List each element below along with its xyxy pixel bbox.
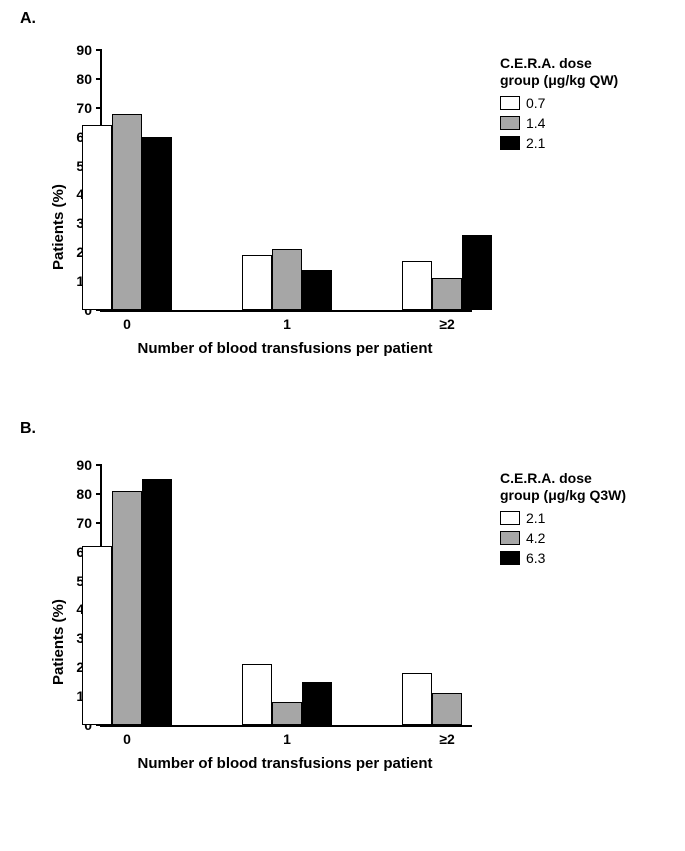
y-tick: [96, 78, 102, 80]
bar: [242, 664, 272, 725]
legend-swatch: [500, 116, 520, 130]
bar: [272, 702, 302, 725]
chart-a-xlabel: Number of blood transfusions per patient: [100, 340, 470, 357]
legend-swatch: [500, 531, 520, 545]
chart-a-legend-title: C.E.R.A. dosegroup (μg/kg QW): [500, 55, 675, 89]
bar: [402, 673, 432, 725]
y-tick-label: 80: [62, 486, 92, 502]
x-tick-label: 0: [123, 316, 131, 332]
legend-item: 1.4: [500, 115, 675, 131]
y-tick: [96, 493, 102, 495]
legend-label: 6.3: [526, 550, 545, 566]
chart-a-plot: 010203040506070809001≥2: [100, 50, 472, 312]
legend-label: 1.4: [526, 115, 545, 131]
bar: [462, 235, 492, 310]
legend-swatch: [500, 511, 520, 525]
bar: [402, 261, 432, 310]
legend-title-line: C.E.R.A. dosegroup (μg/kg QW): [500, 55, 618, 88]
y-tick-label: 90: [62, 42, 92, 58]
bar: [432, 693, 462, 725]
legend-item: 4.2: [500, 530, 675, 546]
y-tick-label: 90: [62, 457, 92, 473]
y-tick-label: 70: [62, 100, 92, 116]
bar: [142, 479, 172, 725]
legend-item: 0.7: [500, 95, 675, 111]
legend-item: 6.3: [500, 550, 675, 566]
legend-swatch: [500, 96, 520, 110]
legend-label: 2.1: [526, 510, 545, 526]
y-tick: [96, 464, 102, 466]
legend-title-line: C.E.R.A. dosegroup (μg/kg Q3W): [500, 470, 626, 503]
x-tick-label: 1: [283, 316, 291, 332]
bar: [112, 491, 142, 725]
y-tick: [96, 49, 102, 51]
x-tick-label: 1: [283, 731, 291, 747]
legend-item: 2.1: [500, 510, 675, 526]
chart-b-plot: 010203040506070809001≥2: [100, 465, 472, 727]
y-tick: [96, 522, 102, 524]
chart-a-legend: C.E.R.A. dosegroup (μg/kg QW) 0.7 1.4 2.1: [500, 55, 675, 155]
x-tick-label: ≥2: [439, 731, 454, 747]
x-tick-label: ≥2: [439, 316, 454, 332]
x-tick-label: 0: [123, 731, 131, 747]
bar: [432, 278, 462, 310]
chart-b-xlabel: Number of blood transfusions per patient: [100, 755, 470, 772]
legend-swatch: [500, 551, 520, 565]
chart-b-legend: C.E.R.A. dosegroup (μg/kg Q3W) 2.1 4.2 6.3: [500, 470, 675, 570]
bar: [142, 137, 172, 310]
y-tick: [96, 107, 102, 109]
panel-b-label: B.: [20, 420, 36, 438]
bar: [82, 546, 112, 725]
chart-a: Patients (%) 010203040506070809001≥2 Num…: [60, 40, 490, 370]
bar: [82, 125, 112, 310]
panel-a-label: A.: [20, 10, 36, 28]
y-tick-label: 80: [62, 71, 92, 87]
page: A. Patients (%) 010203040506070809001≥2 …: [0, 0, 685, 851]
chart-b: Patients (%) 010203040506070809001≥2 Num…: [60, 455, 490, 785]
legend-item: 2.1: [500, 135, 675, 151]
bar: [272, 249, 302, 310]
bar: [302, 682, 332, 725]
y-tick-label: 70: [62, 515, 92, 531]
chart-b-legend-title: C.E.R.A. dosegroup (μg/kg Q3W): [500, 470, 675, 504]
legend-label: 4.2: [526, 530, 545, 546]
bar: [112, 114, 142, 310]
bar: [302, 270, 332, 310]
bar: [242, 255, 272, 310]
legend-label: 0.7: [526, 95, 545, 111]
legend-label: 2.1: [526, 135, 545, 151]
legend-swatch: [500, 136, 520, 150]
